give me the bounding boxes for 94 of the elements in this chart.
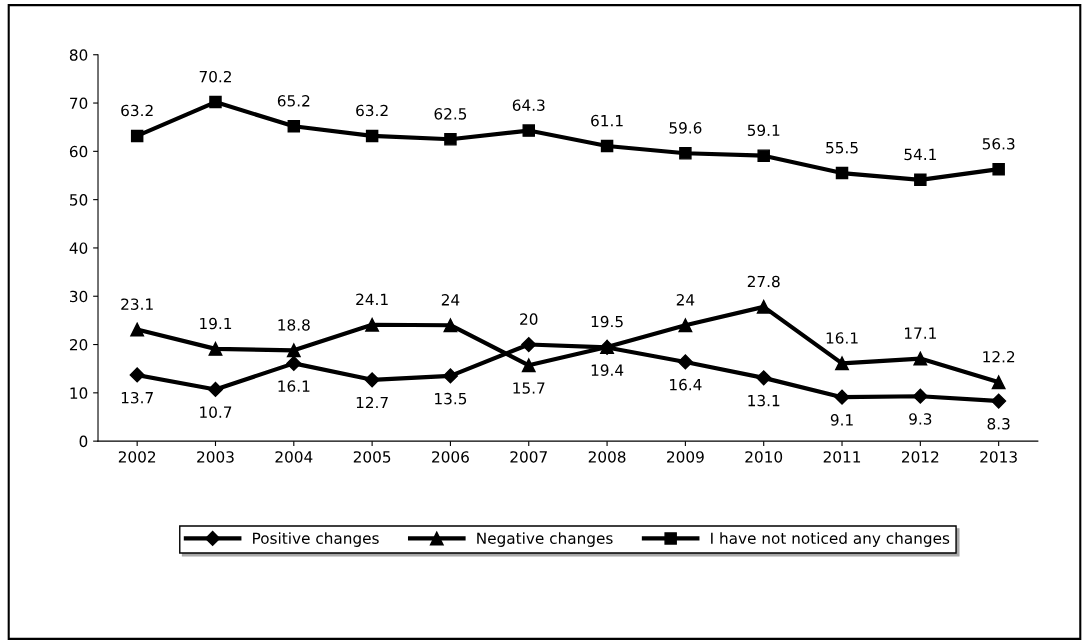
data-label: 12.7 — [356, 396, 388, 409]
point — [443, 318, 458, 333]
data-label: 65.2 — [277, 95, 310, 107]
point — [129, 367, 145, 383]
point — [286, 355, 302, 371]
point — [757, 149, 770, 162]
x-tick-label: 2006 — [432, 451, 469, 463]
y-tick-label: 70 — [70, 97, 88, 110]
data-label: 55.5 — [826, 142, 858, 154]
data-label: 17.1 — [905, 327, 936, 339]
point — [835, 166, 849, 180]
x-tick-label: 2009 — [667, 451, 704, 463]
data-label: 13.7 — [121, 391, 153, 404]
data-label: 24 — [441, 294, 460, 306]
y-tick-label: 10 — [70, 387, 88, 399]
point — [600, 139, 614, 153]
data-label: 59.6 — [669, 122, 702, 134]
data-label: 13.1 — [748, 394, 780, 407]
point — [364, 372, 380, 388]
data-label: 19.4 — [591, 364, 624, 376]
point — [992, 162, 1005, 176]
x-tick-label: 2002 — [118, 451, 156, 463]
x-tick-label: 2012 — [902, 451, 939, 463]
data-label: 12.2 — [983, 351, 1015, 363]
point — [679, 147, 692, 160]
data-label: 15.7 — [513, 382, 545, 394]
y-tick-label: 30 — [70, 290, 88, 303]
x-tick-label: 2008 — [588, 451, 626, 463]
y-tick-label: 80 — [69, 49, 88, 61]
data-label: 13.5 — [435, 392, 467, 405]
data-label: 19.1 — [200, 317, 232, 330]
x-tick-label: 2011 — [823, 451, 861, 463]
point — [678, 318, 693, 333]
x-tick-label: 2005 — [353, 451, 391, 463]
point — [522, 124, 536, 137]
data-label: 16.4 — [670, 378, 702, 391]
point — [287, 119, 301, 133]
x-tick-label: 2013 — [980, 451, 1017, 463]
data-label: 54.1 — [904, 148, 936, 161]
point — [756, 370, 772, 386]
x-tick-label: 2007 — [510, 451, 547, 463]
data-label: 23.1 — [121, 298, 153, 310]
point — [521, 358, 536, 373]
point — [365, 129, 379, 143]
point — [834, 389, 850, 405]
data-label: 19.5 — [591, 315, 623, 328]
data-label: 20 — [520, 313, 538, 325]
point — [209, 95, 222, 109]
x-tick-label: 2003 — [197, 451, 234, 463]
legend-label: Negative changes — [477, 532, 613, 547]
data-label: 24 — [676, 294, 695, 306]
point — [912, 388, 928, 404]
point — [677, 354, 693, 370]
data-label: 59.1 — [747, 124, 780, 137]
point — [130, 322, 145, 337]
legend-label: Positive changes — [253, 532, 379, 547]
data-label: 8.3 — [987, 417, 1010, 430]
y-tick-label: 60 — [69, 145, 88, 158]
data-label: 24.1 — [356, 293, 388, 305]
data-label: 16.1 — [278, 380, 310, 392]
point — [365, 317, 380, 332]
point — [756, 299, 771, 314]
data-label: 9.3 — [909, 413, 932, 425]
point — [286, 343, 301, 358]
data-label: 63.2 — [356, 104, 388, 117]
data-label: 64.3 — [512, 99, 545, 111]
point — [914, 173, 927, 187]
y-tick-label: 40 — [69, 242, 88, 254]
data-label: 61.1 — [591, 114, 623, 127]
point — [130, 129, 144, 143]
y-tick-label: 20 — [69, 339, 88, 351]
data-label: 10.7 — [200, 406, 232, 418]
point — [835, 356, 849, 371]
point — [991, 393, 1007, 409]
y-tick-label: 50 — [70, 194, 88, 206]
x-tick-label: 2004 — [275, 451, 313, 463]
point — [521, 336, 537, 353]
point — [991, 375, 1006, 390]
data-label: 18.8 — [278, 319, 310, 331]
data-label: 9.1 — [830, 414, 853, 426]
y-tick-label: 0 — [79, 435, 88, 448]
point — [913, 351, 928, 366]
x-tick-label: 2010 — [745, 451, 783, 463]
data-label: 63.2 — [121, 104, 153, 117]
data-label: 56.3 — [982, 138, 1015, 150]
data-label: 70.2 — [199, 70, 231, 83]
point — [207, 381, 224, 398]
point — [444, 133, 457, 146]
point — [208, 341, 223, 356]
point — [442, 368, 459, 384]
legend-label: I have not noticed any changes — [711, 532, 950, 547]
data-label: 62.5 — [434, 108, 467, 120]
data-label: 16.1 — [826, 332, 858, 344]
data-label: 27.8 — [747, 275, 780, 288]
